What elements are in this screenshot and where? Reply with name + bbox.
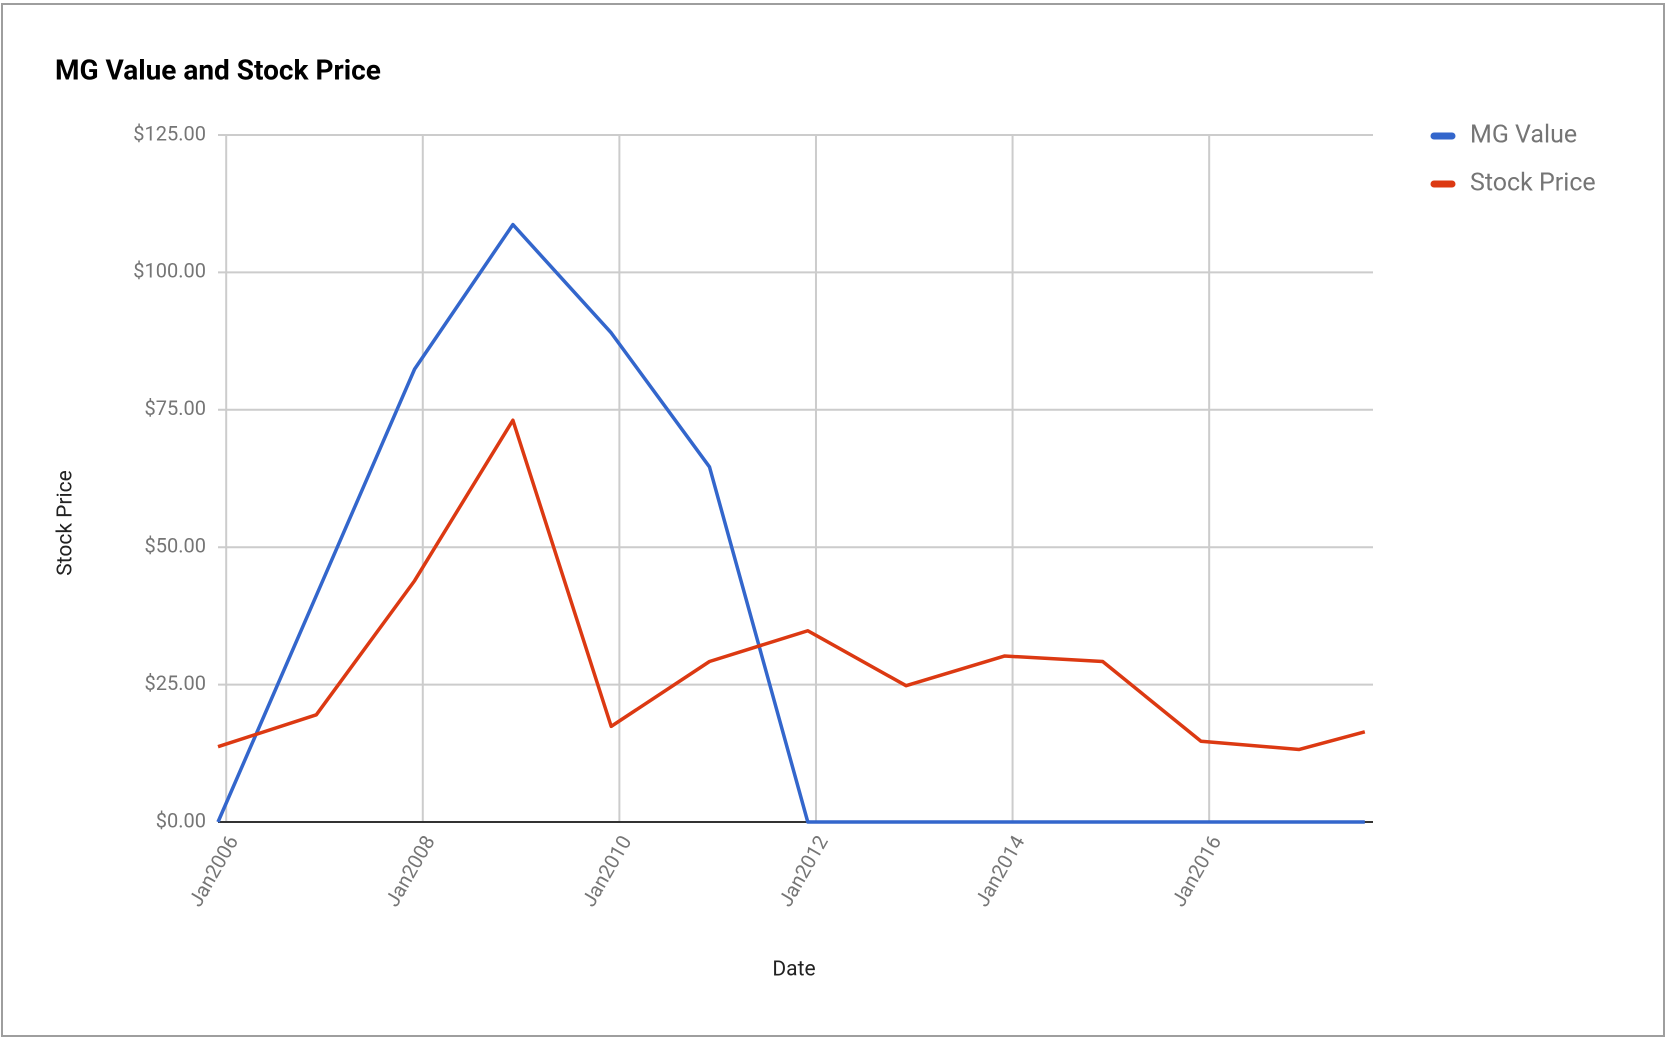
data-line [217, 418, 1366, 752]
x-axis-label: Date [772, 958, 815, 982]
y-tick-label: $75.00 [145, 396, 206, 420]
chart-title: MG Value and Stock Price [55, 53, 381, 86]
chart-frame [1, 3, 1665, 1037]
legend-label: MG Value [1470, 121, 1577, 150]
legend-label: Stock Price [1470, 169, 1596, 198]
y-tick-label: $25.00 [145, 671, 206, 695]
y-tick-label: $100.00 [133, 259, 206, 283]
y-tick-label: $50.00 [145, 533, 206, 557]
y-tick-label: $125.00 [133, 121, 206, 145]
y-axis-label: Stock Price [54, 470, 78, 576]
y-tick-label: $0.00 [156, 808, 206, 832]
data-line [216, 222, 1365, 824]
